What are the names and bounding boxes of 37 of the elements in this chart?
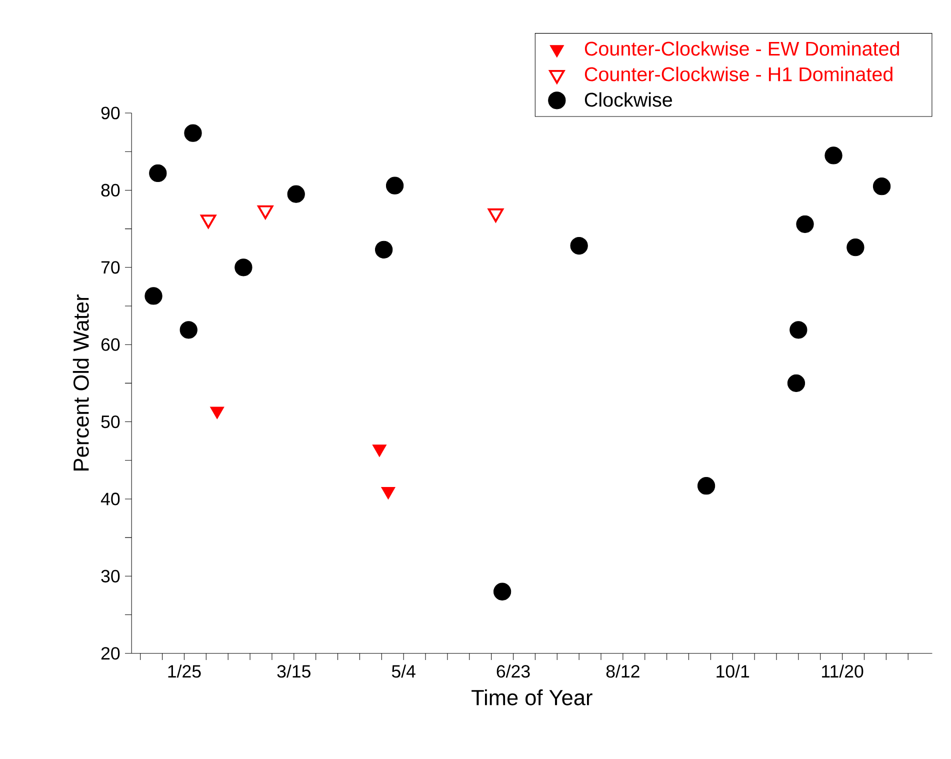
point [493,582,512,600]
point [846,238,864,256]
point [375,240,393,258]
point [796,215,814,233]
point [184,124,202,142]
legend-label: Counter-Clockwise - H1 Dominated [584,66,892,82]
y-tick-label: 80 [101,184,120,196]
point [790,321,808,339]
point [697,476,716,495]
legend-label: Clockwise [584,92,672,107]
point [872,177,891,196]
y-tick-label: 70 [101,261,120,274]
point [144,287,162,305]
y-tick-label: 50 [101,415,120,428]
x-tick-label: 3/15 [277,664,310,678]
x-tick-label: 11/20 [822,664,864,678]
x-tick-label: 10/1 [716,664,750,678]
point [149,164,167,182]
y-tick-label: 40 [100,492,120,506]
x-tick-label: 6/23 [496,664,530,678]
point [824,146,842,164]
y-tick-label: 30 [101,570,120,582]
point [787,374,806,392]
legend-label: Counter-Clockwise - EW Dominated [584,41,899,56]
x-tick-label: 8/12 [606,664,640,678]
y-axis-title: Percent Old Water [72,294,89,470]
point [180,321,198,339]
x-tick-label: 5/4 [392,664,416,678]
point [570,236,588,255]
point [287,185,305,203]
point [234,258,252,276]
point [386,176,404,194]
y-tick-label: 20 [101,647,120,660]
x-tick-label: 1/25 [168,664,201,678]
y-tick-label: 90 [101,106,120,120]
x-axis-title: Time of Year [472,689,592,706]
y-tick-label: 60 [101,338,120,351]
